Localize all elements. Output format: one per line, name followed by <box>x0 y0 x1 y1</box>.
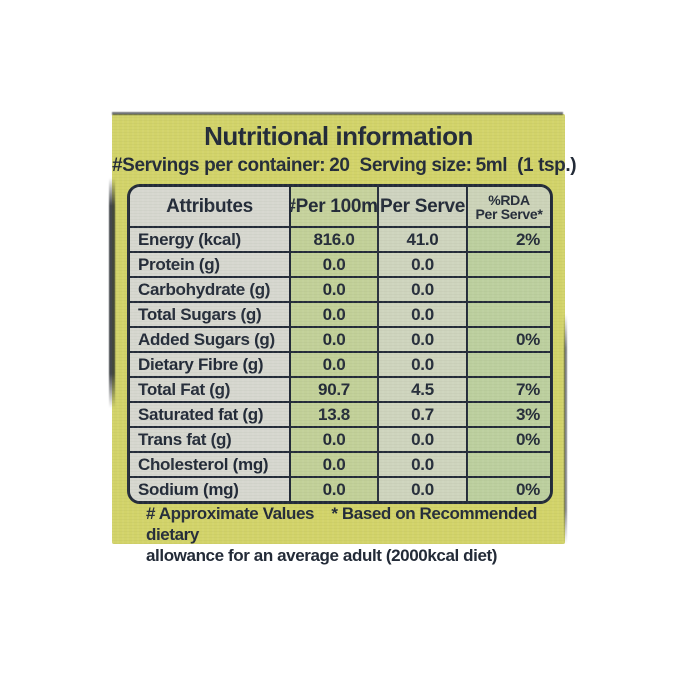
table-row: Total Fat (g) 90.7 4.5 7% <box>130 376 550 401</box>
cell-rda <box>466 253 550 276</box>
table-row: Sodium (mg) 0.0 0.0 0% <box>130 476 550 501</box>
header-attributes: Attributes <box>130 187 289 226</box>
header-rda: %RDA Per Serve* <box>466 187 550 226</box>
cell-attribute: Trans fat (g) <box>130 428 289 451</box>
label-edge-shadow-right <box>564 314 567 544</box>
cell-per-100ml: 0.0 <box>289 278 377 301</box>
servings-label: #Servings per container: <box>112 155 326 176</box>
cell-per-100ml: 0.0 <box>289 453 377 476</box>
serving-size-value: 5ml <box>475 155 508 176</box>
header-rda-line2: Per Serve* <box>475 205 543 222</box>
footnotes: # Approximate Values * Based on Recommen… <box>146 503 555 566</box>
cell-per-serve: 4.5 <box>377 378 466 401</box>
cell-per-serve: 0.7 <box>377 403 466 426</box>
cell-per-100ml: 90.7 <box>289 378 377 401</box>
cell-attribute: Dietary Fibre (g) <box>130 353 289 376</box>
cell-attribute: Saturated fat (g) <box>130 403 289 426</box>
cell-per-100ml: 0.0 <box>289 478 377 501</box>
table-row: Energy (kcal) 816.0 41.0 2% <box>130 226 550 251</box>
table-row: Trans fat (g) 0.0 0.0 0% <box>130 426 550 451</box>
cell-per-100ml: 0.0 <box>289 428 377 451</box>
table-row: Dietary Fibre (g) 0.0 0.0 <box>130 351 550 376</box>
cell-per-100ml: 816.0 <box>289 228 377 251</box>
table-row: Total Sugars (g) 0.0 0.0 <box>130 301 550 326</box>
label-edge-shadow-left <box>109 178 115 408</box>
servings-line: #Servings per container: 20 Serving size: 5… <box>112 155 577 177</box>
header-per-100ml: #Per 100ml <box>289 187 377 226</box>
label-title: Nutritional information <box>204 121 473 151</box>
footnote-line2: allowance for an average adult (2000kcal… <box>146 546 498 565</box>
cell-attribute: Sodium (mg) <box>130 478 289 501</box>
cell-rda: 3% <box>466 403 550 426</box>
cell-rda: 2% <box>466 228 550 251</box>
cell-per-serve: 0.0 <box>377 303 466 326</box>
cell-attribute: Total Sugars (g) <box>130 303 289 326</box>
cell-rda: 0% <box>466 478 550 501</box>
cell-rda: 0% <box>466 328 550 351</box>
nutrition-table: Attributes #Per 100ml Per Serve %RDA Per… <box>127 184 553 504</box>
cell-per-100ml: 0.0 <box>289 328 377 351</box>
label-edge-shadow-top <box>112 112 563 115</box>
cell-rda <box>466 278 550 301</box>
cell-per-serve: 0.0 <box>377 278 466 301</box>
cell-attribute: Energy (kcal) <box>130 228 289 251</box>
table-row: Protein (g) 0.0 0.0 <box>130 251 550 276</box>
table-row: Saturated fat (g) 13.8 0.7 3% <box>130 401 550 426</box>
cell-attribute: Total Fat (g) <box>130 378 289 401</box>
cell-per-serve: 0.0 <box>377 428 466 451</box>
cell-per-serve: 0.0 <box>377 453 466 476</box>
cell-per-serve: 0.0 <box>377 328 466 351</box>
table-body: Energy (kcal) 816.0 41.0 2% Protein (g) … <box>130 226 550 501</box>
cell-per-serve: 0.0 <box>377 478 466 501</box>
cell-rda <box>466 353 550 376</box>
serving-size-note: (1 tsp.) <box>517 155 577 176</box>
cell-attribute: Added Sugars (g) <box>130 328 289 351</box>
table-row: Added Sugars (g) 0.0 0.0 0% <box>130 326 550 351</box>
table-row: Cholesterol (mg) 0.0 0.0 <box>130 451 550 476</box>
cell-rda: 0% <box>466 428 550 451</box>
cell-per-100ml: 0.0 <box>289 253 377 276</box>
header-per-serve: Per Serve <box>377 187 466 226</box>
cell-rda <box>466 453 550 476</box>
cell-per-serve: 0.0 <box>377 253 466 276</box>
cell-attribute: Protein (g) <box>130 253 289 276</box>
cell-per-100ml: 0.0 <box>289 353 377 376</box>
cell-per-serve: 41.0 <box>377 228 466 251</box>
servings-value: 20 <box>329 155 350 176</box>
cell-per-100ml: 0.0 <box>289 303 377 326</box>
cell-attribute: Carbohydrate (g) <box>130 278 289 301</box>
cell-attribute: Cholesterol (mg) <box>130 453 289 476</box>
table-header-row: Attributes #Per 100ml Per Serve %RDA Per… <box>130 187 550 226</box>
table-row: Carbohydrate (g) 0.0 0.0 <box>130 276 550 301</box>
cell-per-100ml: 13.8 <box>289 403 377 426</box>
cell-rda <box>466 303 550 326</box>
cell-per-serve: 0.0 <box>377 353 466 376</box>
footnote-line1: # Approximate Values * Based on Recommen… <box>146 504 542 544</box>
serving-size-label: Serving size: <box>359 155 472 176</box>
header-rda-line1: %RDA <box>488 191 530 208</box>
cell-rda: 7% <box>466 378 550 401</box>
nutrition-label: Nutritional information #Servings per co… <box>109 112 577 565</box>
